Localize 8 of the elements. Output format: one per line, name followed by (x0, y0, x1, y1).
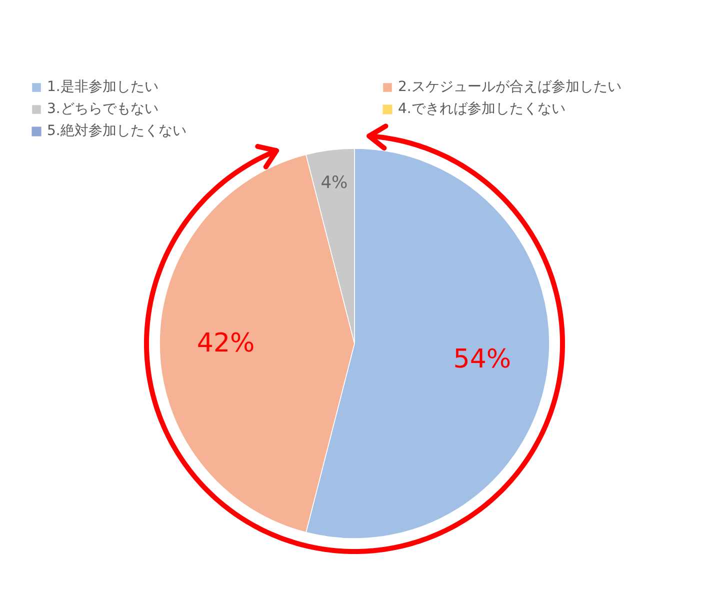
legend-label: 1.是非参加したい (47, 78, 160, 96)
data-label: 4% (320, 172, 348, 193)
legend-label: 4.できれば参加したくない (398, 100, 566, 118)
legend-label: 5.絶対参加したくない (47, 122, 188, 140)
legend-label: 3.どちらでもない (47, 100, 160, 118)
data-label: 54% (453, 344, 512, 375)
legend-label: 2.スケジュールが合えば参加したい (398, 78, 622, 96)
data-label: 42% (196, 328, 255, 358)
